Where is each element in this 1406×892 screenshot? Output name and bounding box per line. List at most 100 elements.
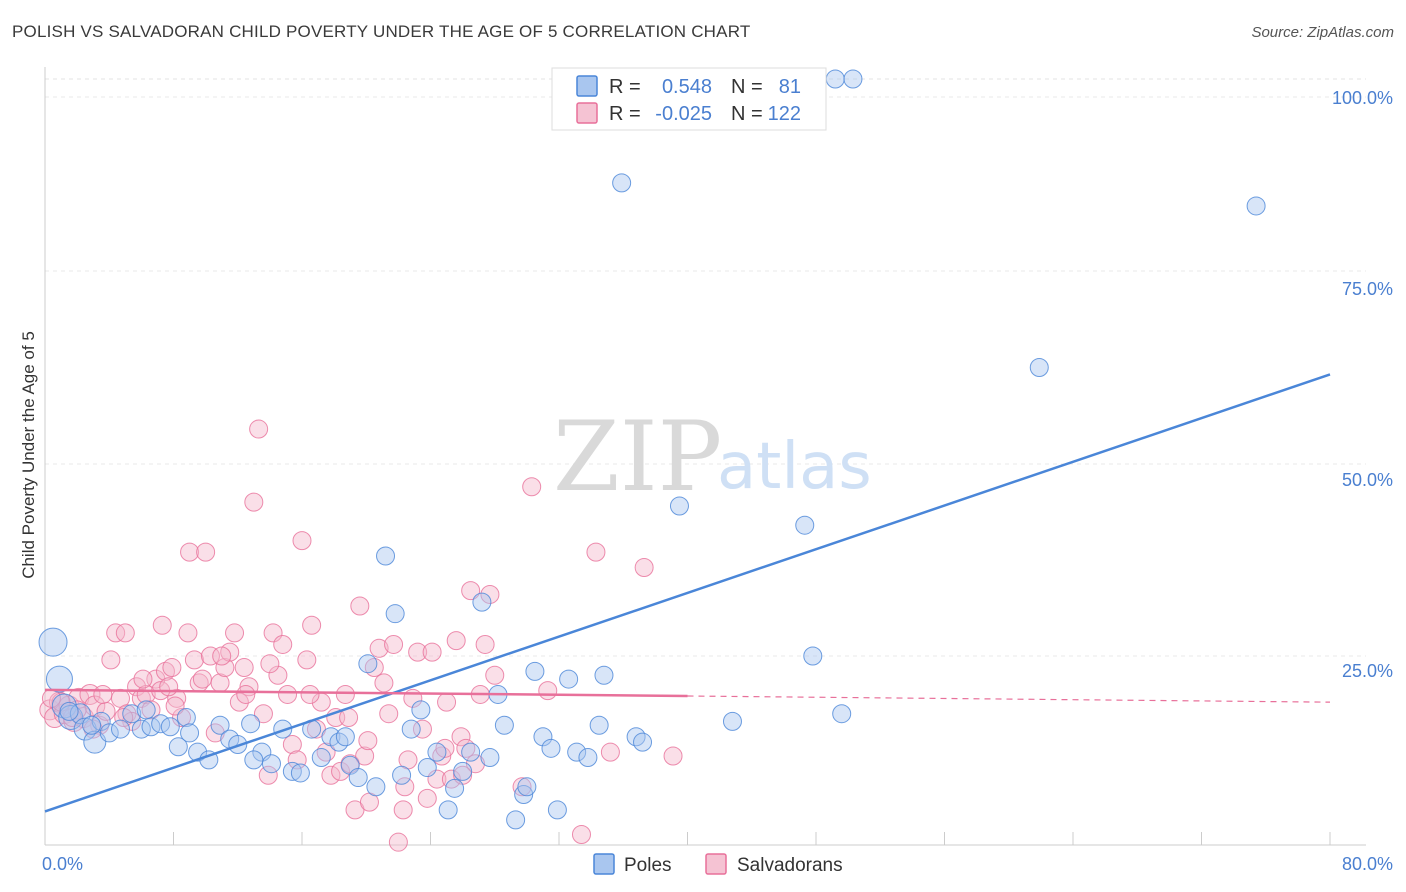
poles-point — [366, 777, 386, 797]
poles-point — [1246, 196, 1266, 216]
salvadorans-points — [39, 419, 683, 852]
poles-point — [401, 719, 421, 739]
salvadorans-point — [212, 646, 232, 666]
poles-point — [228, 734, 248, 754]
poles-point — [514, 784, 534, 804]
salvadorans-point — [196, 542, 216, 562]
salvadorans-point — [165, 696, 185, 716]
chart-source: Source: ZipAtlas.com — [1251, 24, 1394, 41]
salvadorans-point — [600, 742, 620, 762]
poles-point — [91, 711, 111, 731]
salvadorans-point — [379, 704, 399, 724]
salvadorans-point — [331, 761, 351, 781]
salvadorans-point — [115, 623, 135, 643]
salvadorans-point — [200, 646, 220, 666]
poles-point — [59, 701, 79, 721]
salvadorans-point — [101, 650, 121, 670]
salvadorans-legend-swatch — [576, 102, 598, 124]
salvadorans-point — [244, 492, 264, 512]
poles-point — [795, 515, 815, 535]
salvadorans-point — [180, 542, 200, 562]
salvadorans-point — [152, 615, 172, 635]
salvadorans-point — [522, 477, 542, 497]
salvadorans-point — [634, 558, 654, 578]
poles-point — [376, 546, 396, 566]
salvadorans-point — [184, 650, 204, 670]
poles-r-label: R = — [609, 76, 641, 98]
x-tick-label-min: 0.0% — [42, 854, 83, 874]
y-tick-label-75: 75.0% — [1342, 279, 1393, 299]
poles-point — [541, 738, 561, 758]
poles-point — [273, 719, 293, 739]
poles-point — [722, 711, 742, 731]
poles-point — [594, 665, 614, 685]
poles-point — [168, 737, 188, 757]
poles-point — [533, 727, 553, 747]
poles-r-value: 0.548 — [662, 76, 712, 98]
poles-point — [417, 758, 437, 778]
salvadorans-point — [273, 634, 293, 654]
salvadorans-point — [162, 658, 182, 678]
poles-point — [210, 715, 230, 735]
x-tick-label-max: 80.0% — [1342, 854, 1393, 874]
poles-legend-swatch — [576, 75, 598, 97]
poles-point — [517, 777, 537, 797]
salvadorans-n-label: N = — [731, 103, 763, 125]
poles-point — [843, 69, 863, 89]
salvadorans-point — [292, 531, 312, 551]
salvadorans-point — [300, 684, 320, 704]
salvadorans-point — [253, 704, 273, 724]
salvadorans-r-label: R = — [609, 103, 641, 125]
poles-point — [82, 715, 102, 735]
poles-trend-line — [44, 373, 1331, 813]
salvadorans-point — [461, 581, 481, 601]
salvadorans-point — [422, 642, 442, 662]
legend-poles-label: Poles — [624, 855, 672, 876]
salvadorans-point — [172, 708, 192, 728]
watermark-atlas: atlas — [717, 430, 872, 504]
salvadorans-point — [512, 777, 532, 797]
salvadorans-point — [586, 542, 606, 562]
poles-point — [1029, 358, 1049, 377]
salvadorans-point — [395, 777, 415, 797]
poles-n-label: N = — [731, 76, 763, 98]
poles-point — [282, 761, 302, 781]
series-legend: Poles Salvadorans — [593, 853, 843, 876]
poles-point — [547, 800, 567, 820]
salvadorans-point — [480, 584, 500, 604]
salvadorans-point — [369, 638, 389, 658]
poles-points — [38, 69, 1266, 830]
poles-point — [122, 704, 142, 724]
legend-poles-swatch — [593, 853, 615, 875]
salvadorans-point — [475, 634, 495, 654]
salvadorans-point — [302, 615, 322, 635]
poles-point — [392, 765, 412, 785]
poles-point — [241, 714, 261, 734]
poles-point — [160, 717, 180, 737]
poles-point — [427, 742, 447, 762]
poles-point — [461, 742, 481, 762]
poles-point — [244, 750, 264, 770]
salvadorans-point — [93, 684, 113, 704]
poles-point — [445, 778, 465, 798]
salvadorans-point — [167, 688, 187, 708]
y-axis-label: Child Poverty Under the Age of 5 — [19, 331, 38, 579]
trend-lines — [44, 373, 1331, 813]
salvadorans-point — [451, 727, 471, 747]
salvadorans-point — [258, 765, 278, 785]
poles-point — [358, 654, 378, 674]
salvadorans-point — [412, 719, 432, 739]
salvadorans-point — [384, 634, 404, 654]
poles-point — [506, 810, 526, 830]
salvadorans-point — [538, 681, 558, 701]
poles-point — [261, 754, 281, 774]
salvadorans-trend-line — [44, 688, 688, 698]
salvadorans-point — [236, 684, 256, 704]
legend-salvadorans-label: Salvadorans — [737, 855, 843, 876]
poles-point — [825, 69, 845, 89]
salvadorans-point — [388, 832, 408, 852]
poles-point — [411, 700, 431, 720]
salvadorans-point — [260, 654, 280, 674]
poles-point — [385, 604, 405, 624]
poles-point — [180, 723, 200, 743]
